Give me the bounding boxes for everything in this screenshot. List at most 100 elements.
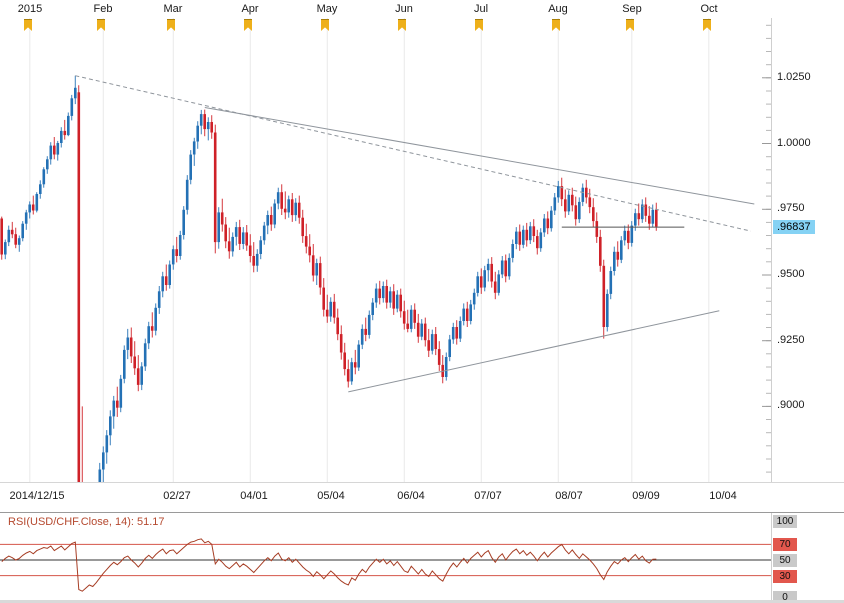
month-marker-flag-icon[interactable] bbox=[398, 19, 406, 31]
candle-up bbox=[430, 334, 434, 351]
candle-up bbox=[350, 362, 353, 382]
dashed-trendline[interactable] bbox=[75, 75, 751, 232]
price-axis-label: .9500 bbox=[777, 268, 805, 280]
month-marker-flag-icon[interactable] bbox=[552, 19, 560, 31]
date-axis-label: 02/27 bbox=[163, 490, 191, 502]
price-chart-canvas[interactable] bbox=[0, 18, 772, 482]
candle-up bbox=[178, 235, 182, 256]
candle-up bbox=[259, 240, 262, 254]
candle-down bbox=[560, 186, 564, 200]
candle-up bbox=[420, 323, 423, 337]
candle-down bbox=[364, 328, 367, 335]
candle-down bbox=[332, 301, 336, 318]
candle-down bbox=[10, 229, 14, 235]
trendline[interactable] bbox=[204, 107, 755, 205]
month-marker-flag-icon[interactable] bbox=[167, 19, 175, 31]
candle-down bbox=[220, 212, 224, 225]
horizontal-scrollbar[interactable] bbox=[0, 600, 844, 603]
month-label: Mar bbox=[163, 3, 183, 15]
month-marker-flag-icon[interactable] bbox=[321, 19, 329, 31]
candle-up bbox=[550, 210, 553, 229]
candle-down bbox=[213, 132, 217, 243]
month-marker-flag-icon[interactable] bbox=[97, 19, 105, 31]
rsi-chart-canvas[interactable] bbox=[0, 513, 772, 603]
candle-down bbox=[585, 187, 588, 198]
candle-down bbox=[434, 334, 437, 350]
candle-up bbox=[105, 435, 109, 453]
candle-up bbox=[567, 194, 571, 212]
candle-down bbox=[465, 308, 469, 321]
candle-up bbox=[511, 244, 514, 258]
month-marker-flag-icon[interactable] bbox=[24, 19, 32, 31]
rsi-axis-label-70: 70 bbox=[773, 538, 797, 551]
candle-up bbox=[199, 114, 203, 126]
candle-up bbox=[24, 212, 28, 224]
candle-down bbox=[343, 352, 346, 370]
candle-down bbox=[252, 256, 255, 266]
candle-down bbox=[564, 199, 567, 212]
candle-up bbox=[620, 240, 623, 260]
candle-down bbox=[227, 241, 231, 252]
time-axis-months: 2015 Feb Mar Apr May Jun Jul Aug Sep Oct bbox=[0, 0, 844, 18]
candle-down bbox=[63, 130, 67, 136]
candle-down bbox=[308, 246, 311, 256]
month-label: Sep bbox=[622, 3, 642, 15]
candle-up bbox=[123, 349, 126, 379]
date-axis-label: 06/04 bbox=[397, 490, 425, 502]
candle-down bbox=[518, 231, 522, 245]
date-axis-label: 09/09 bbox=[632, 490, 660, 502]
candle-up bbox=[374, 288, 378, 303]
price-axis-label: .9750 bbox=[777, 202, 805, 214]
candle-down bbox=[644, 204, 648, 216]
candle-down bbox=[532, 226, 536, 236]
candle-down bbox=[378, 288, 381, 299]
candle-up bbox=[4, 242, 7, 255]
candle-up bbox=[42, 169, 46, 185]
month-marker-flag-icon[interactable] bbox=[244, 19, 252, 31]
candle-down bbox=[129, 337, 133, 357]
candle-down bbox=[203, 114, 206, 130]
candle-down bbox=[77, 92, 81, 482]
candle-up bbox=[28, 204, 31, 213]
candle-up bbox=[507, 257, 511, 277]
candle-up bbox=[119, 378, 123, 408]
candle-down bbox=[571, 194, 574, 206]
candle-down bbox=[479, 276, 483, 288]
candle-up bbox=[49, 145, 53, 160]
date-axis-label: 2014/12/15 bbox=[9, 490, 65, 502]
candle-up bbox=[287, 199, 290, 213]
candle-down bbox=[280, 192, 283, 209]
candle-up bbox=[578, 201, 581, 220]
month-label: May bbox=[316, 3, 338, 15]
candle-down bbox=[392, 291, 395, 309]
candle-up bbox=[641, 204, 644, 220]
candle-up bbox=[102, 452, 105, 470]
candle-up bbox=[140, 366, 143, 385]
candle-up bbox=[315, 263, 318, 276]
time-axis-dates: 2014/12/15 02/27 04/01 05/04 06/04 07/07 08/07… bbox=[0, 482, 844, 513]
candle-down bbox=[637, 213, 641, 220]
candle-down bbox=[648, 215, 651, 224]
price-axis-label: 1.0250 bbox=[777, 71, 811, 83]
candle-down bbox=[301, 217, 304, 237]
candle-down bbox=[406, 323, 409, 329]
candle-down bbox=[399, 294, 402, 312]
trendline[interactable] bbox=[348, 310, 720, 393]
candle-down bbox=[53, 145, 56, 155]
month-marker-flag-icon[interactable] bbox=[703, 19, 711, 31]
candle-up bbox=[409, 309, 413, 329]
candle-up bbox=[67, 115, 70, 136]
date-axis-label: 05/04 bbox=[317, 490, 345, 502]
candle-down bbox=[595, 221, 599, 237]
candle-down bbox=[402, 311, 406, 324]
month-marker-flag-icon[interactable] bbox=[626, 19, 634, 31]
month-marker-flag-icon[interactable] bbox=[475, 19, 483, 31]
candle-down bbox=[318, 263, 322, 288]
candle-down bbox=[14, 234, 17, 245]
candle-up bbox=[276, 192, 280, 204]
candle-down bbox=[248, 245, 252, 256]
candle-down bbox=[116, 400, 119, 408]
candle-up bbox=[231, 236, 234, 252]
candle-up bbox=[462, 308, 465, 321]
date-axis-label: 10/04 bbox=[709, 490, 737, 502]
